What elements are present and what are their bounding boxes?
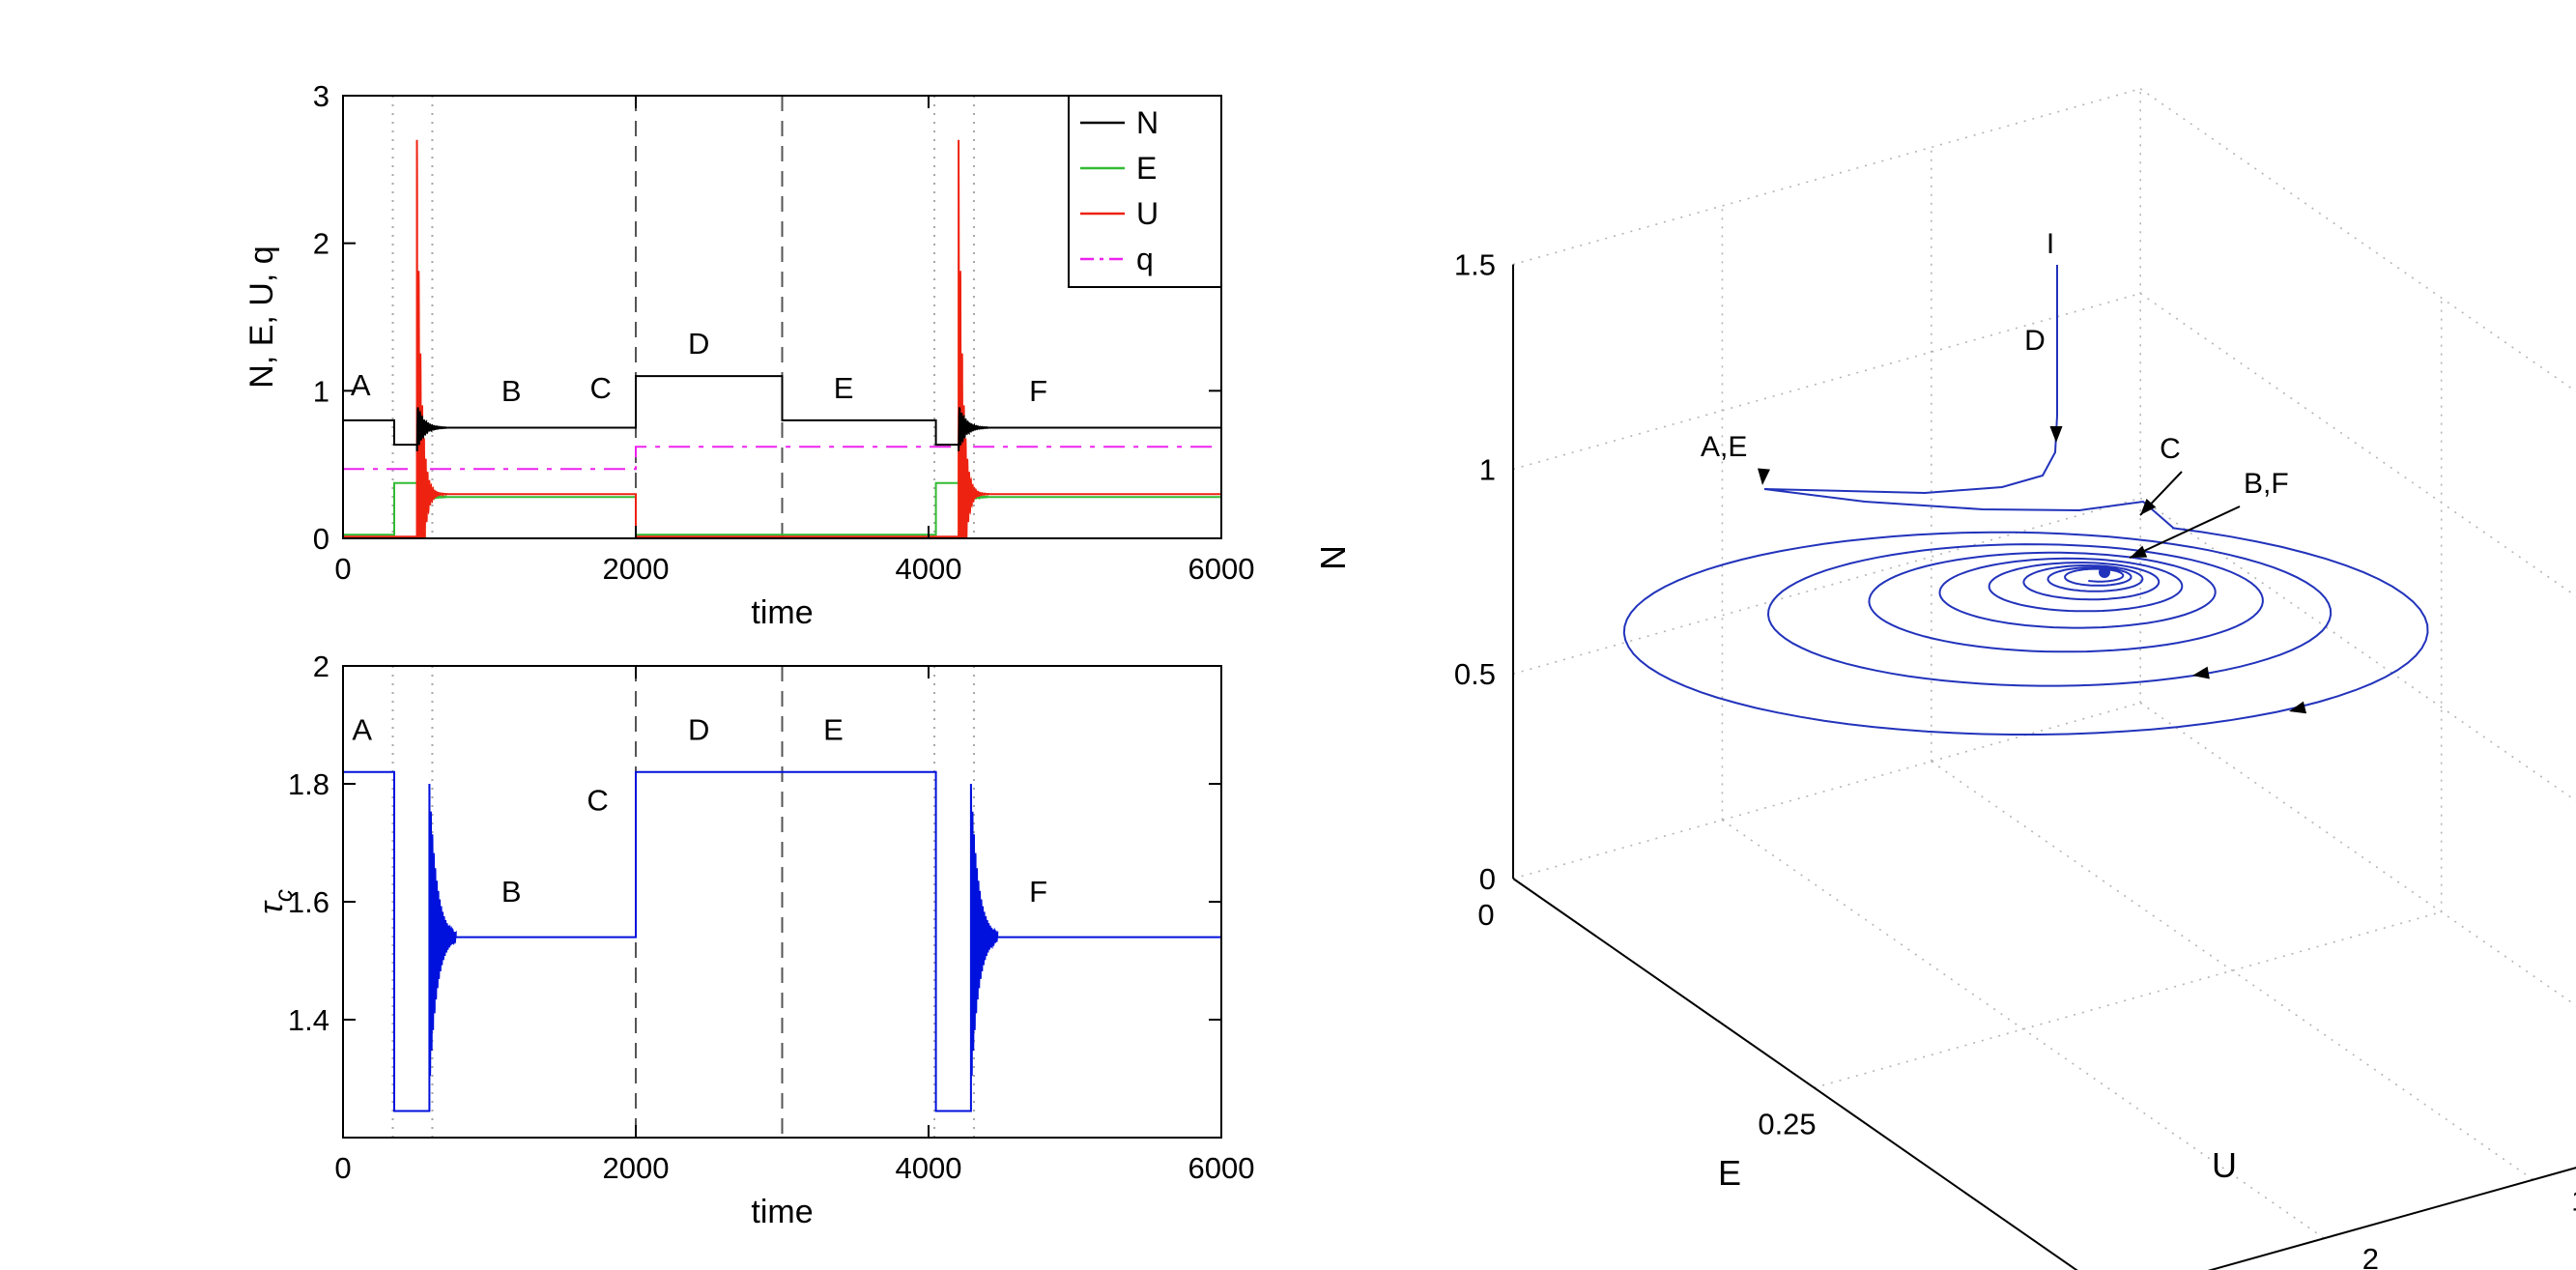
plot-area-timeseries-tau <box>343 666 1221 1138</box>
plot-area-timeseries-NEUq <box>343 96 1221 538</box>
legend-label-N: N <box>1136 105 1159 140</box>
x-tick-label: 6000 <box>1188 1151 1255 1185</box>
axis3d-line <box>1512 878 2078 1270</box>
y-tick-label: 1.4 <box>288 1003 329 1037</box>
annotation-D: D <box>2024 325 2046 357</box>
region-label-C: C <box>587 783 608 817</box>
x-tick-label: 0 <box>334 1151 351 1185</box>
y-tick-label: 2 <box>313 227 329 261</box>
n-tick-label: 0 <box>1479 862 1496 896</box>
y-axis-label-3d: E <box>1718 1153 1741 1193</box>
axis3d-line <box>2207 1167 2576 1270</box>
trajectory <box>1622 265 2429 736</box>
arrow-head <box>2192 666 2210 679</box>
series-q <box>343 446 1221 471</box>
series-tau_c <box>343 770 1221 1112</box>
grid3d-line <box>2139 88 2576 392</box>
legend-label-q: q <box>1136 242 1154 276</box>
annotation-C: C <box>2160 433 2181 465</box>
legend-box <box>1068 95 1222 288</box>
plot-timeseries-tau: 0 2000 4000 6000 1.4 1.6 1.8 2 time τc A B C D E F <box>253 649 1254 1230</box>
x-tick-label: 6000 <box>1188 552 1255 586</box>
legend-label-U: U <box>1136 196 1159 231</box>
y-tick-label: 1.6 <box>288 885 329 919</box>
x-tick-label: 0 <box>334 552 351 586</box>
n-tick-label: 1.5 <box>1454 248 1496 282</box>
arrow-head <box>2049 426 2063 443</box>
region-label-F: F <box>1029 374 1047 408</box>
u-tick-label: 2 <box>2362 1242 2379 1270</box>
x-axis-label-3d: U <box>2212 1145 2237 1185</box>
region-label-E: E <box>834 371 854 405</box>
grid3d-line <box>2139 702 2576 1007</box>
grid3d-line <box>1721 819 2325 1239</box>
series-U <box>343 139 1221 538</box>
plot-phase3d: 00.511.500.250.50123NEUIDA,ECB,F <box>1313 88 2576 1270</box>
region-label-F: F <box>1029 875 1047 909</box>
region-label-E: E <box>823 712 844 746</box>
x-axis-label: time <box>751 594 813 631</box>
axes-box <box>342 95 1222 539</box>
y-axis-label: τc <box>253 889 298 914</box>
arrow-head <box>1758 468 1770 485</box>
n-tick-label: 0.5 <box>1454 657 1496 691</box>
grid3d-line <box>2139 497 2576 802</box>
y-tick-label: 3 <box>313 79 329 113</box>
z-axis-label: N <box>1313 545 1353 570</box>
focus-point <box>2099 566 2110 578</box>
region-label-B: B <box>501 875 522 909</box>
grid3d-line <box>2139 292 2576 597</box>
x-tick-label: 4000 <box>896 552 962 586</box>
x-tick-label: 2000 <box>603 1151 670 1185</box>
y-tick-label: 1 <box>313 374 329 408</box>
annotation-B,F: B,F <box>2244 468 2289 500</box>
series-N <box>343 375 1221 452</box>
e-tick-label: 0 <box>1477 898 1494 932</box>
grid3d-line <box>1512 497 2141 675</box>
arrow-head <box>2140 499 2157 515</box>
annotation-I: I <box>2046 228 2054 260</box>
region-label-B: B <box>501 374 522 408</box>
region-label-D: D <box>688 712 709 746</box>
n-tick-label: 1 <box>1479 452 1496 486</box>
arrow-head <box>2289 701 2307 714</box>
grid3d-line <box>1512 292 2141 471</box>
e-tick-label: 0.25 <box>1758 1107 1816 1140</box>
grid3d-line <box>1931 761 2534 1181</box>
region-label-D: D <box>688 327 709 361</box>
arrow-head <box>2130 545 2148 558</box>
x-axis-label: time <box>751 1194 813 1230</box>
x-tick-label: 4000 <box>896 1151 962 1185</box>
y-tick-label: 2 <box>313 649 329 683</box>
annotation-A,E: A,E <box>1701 431 1747 463</box>
grid3d-line <box>1814 910 2442 1089</box>
y-tick-label: 1.8 <box>288 767 329 801</box>
y-axis-label: N, E, U, q <box>243 245 280 388</box>
y-tick-label: 0 <box>313 522 329 556</box>
region-label-C: C <box>589 371 611 405</box>
region-label-A: A <box>351 368 371 402</box>
region-label-A: A <box>352 712 372 746</box>
arrow-line <box>2129 505 2241 559</box>
x-tick-label: 2000 <box>603 552 670 586</box>
grid3d-line <box>1512 702 2141 880</box>
u-tick-label: 1 <box>2571 1184 2576 1218</box>
legend-label-E: E <box>1136 151 1157 186</box>
